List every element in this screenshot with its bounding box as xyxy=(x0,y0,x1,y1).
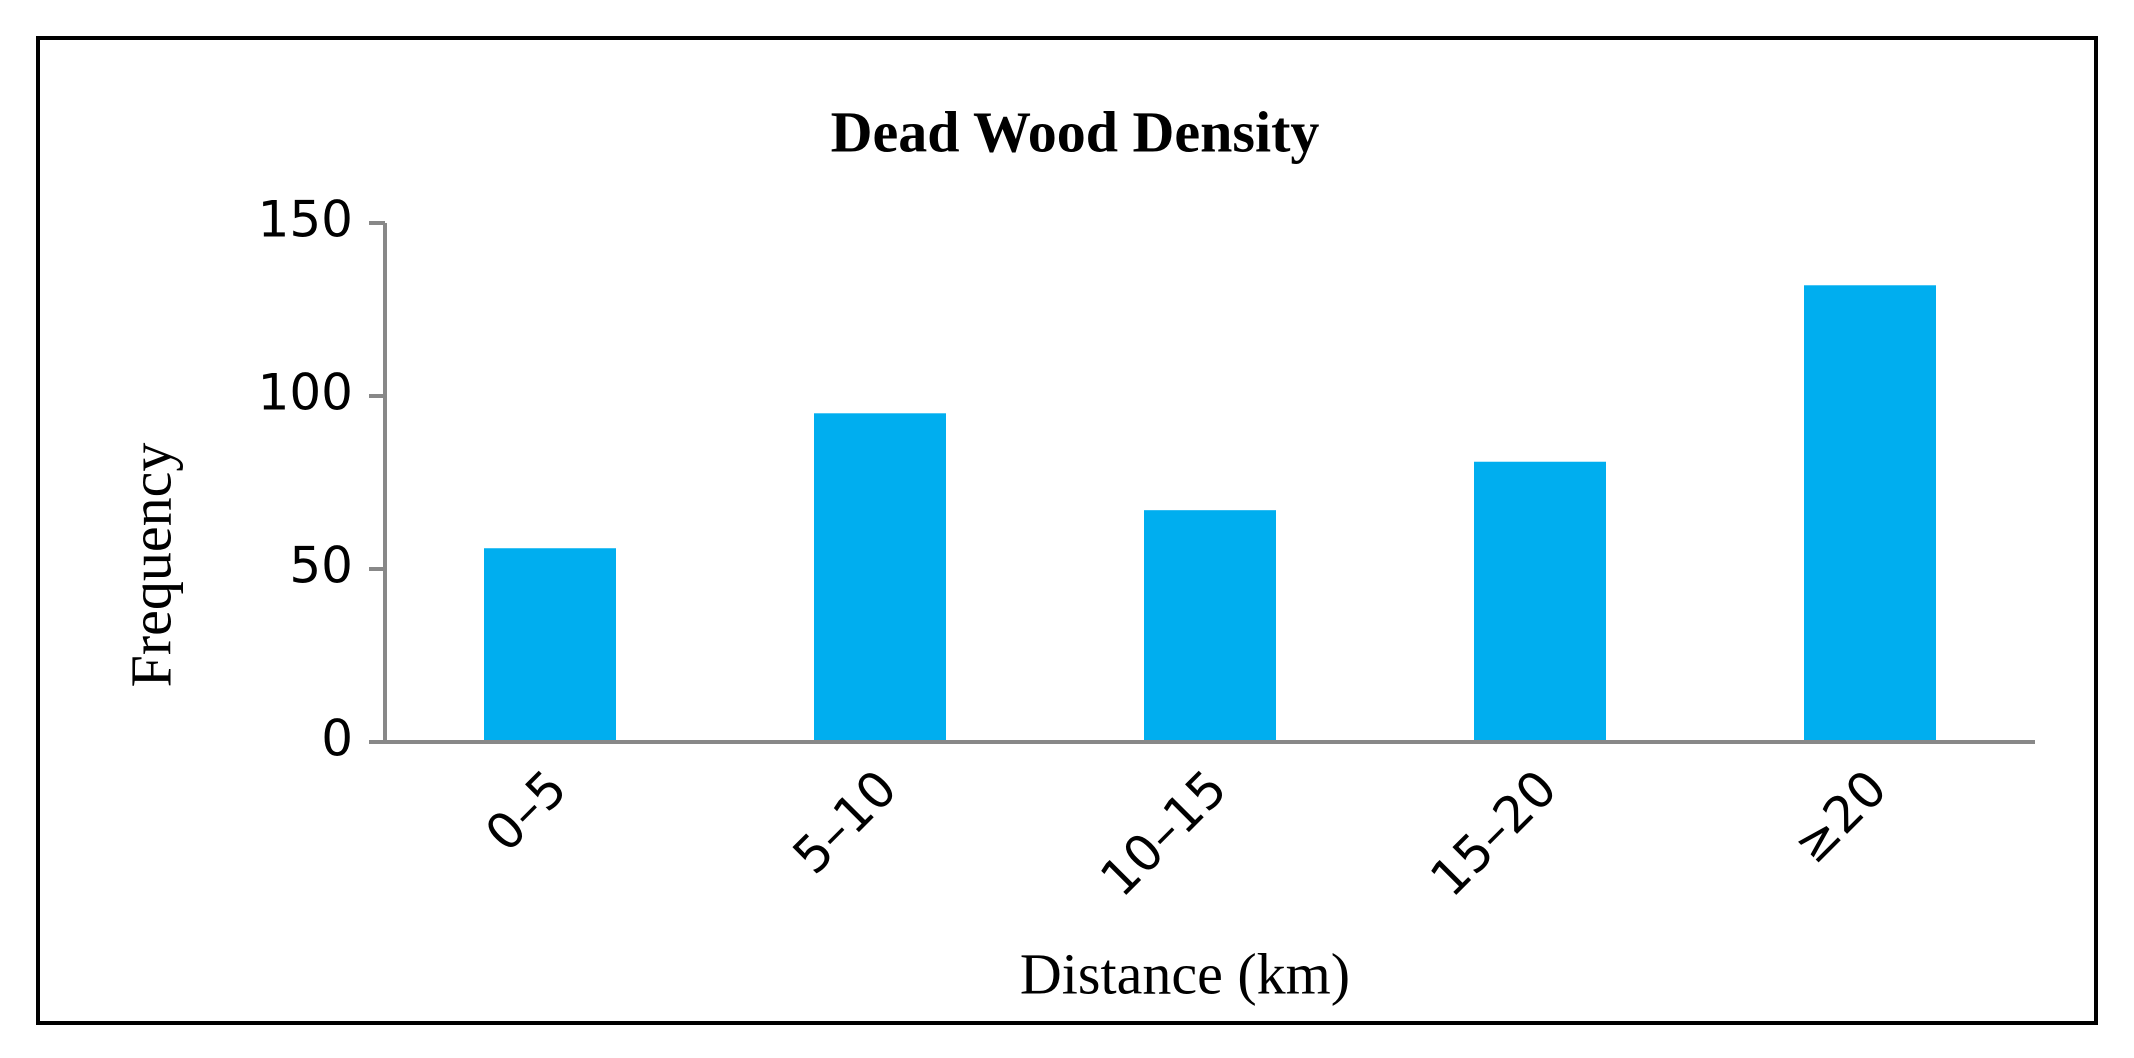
bar xyxy=(484,548,616,742)
chart-title: Dead Wood Density xyxy=(831,99,1320,164)
x-axis-label: Distance (km) xyxy=(1020,941,1350,1006)
y-tick-label: 150 xyxy=(258,191,353,249)
bar xyxy=(814,413,946,742)
bar xyxy=(1474,461,1606,742)
y-tick-label: 100 xyxy=(258,364,353,422)
y-tick-label: 50 xyxy=(289,537,353,595)
y-tick-label: 0 xyxy=(321,710,353,768)
bar xyxy=(1804,285,1936,742)
bar xyxy=(1144,510,1276,742)
y-axis-label: Frequency xyxy=(118,443,183,688)
chart-frame xyxy=(36,36,2098,1025)
